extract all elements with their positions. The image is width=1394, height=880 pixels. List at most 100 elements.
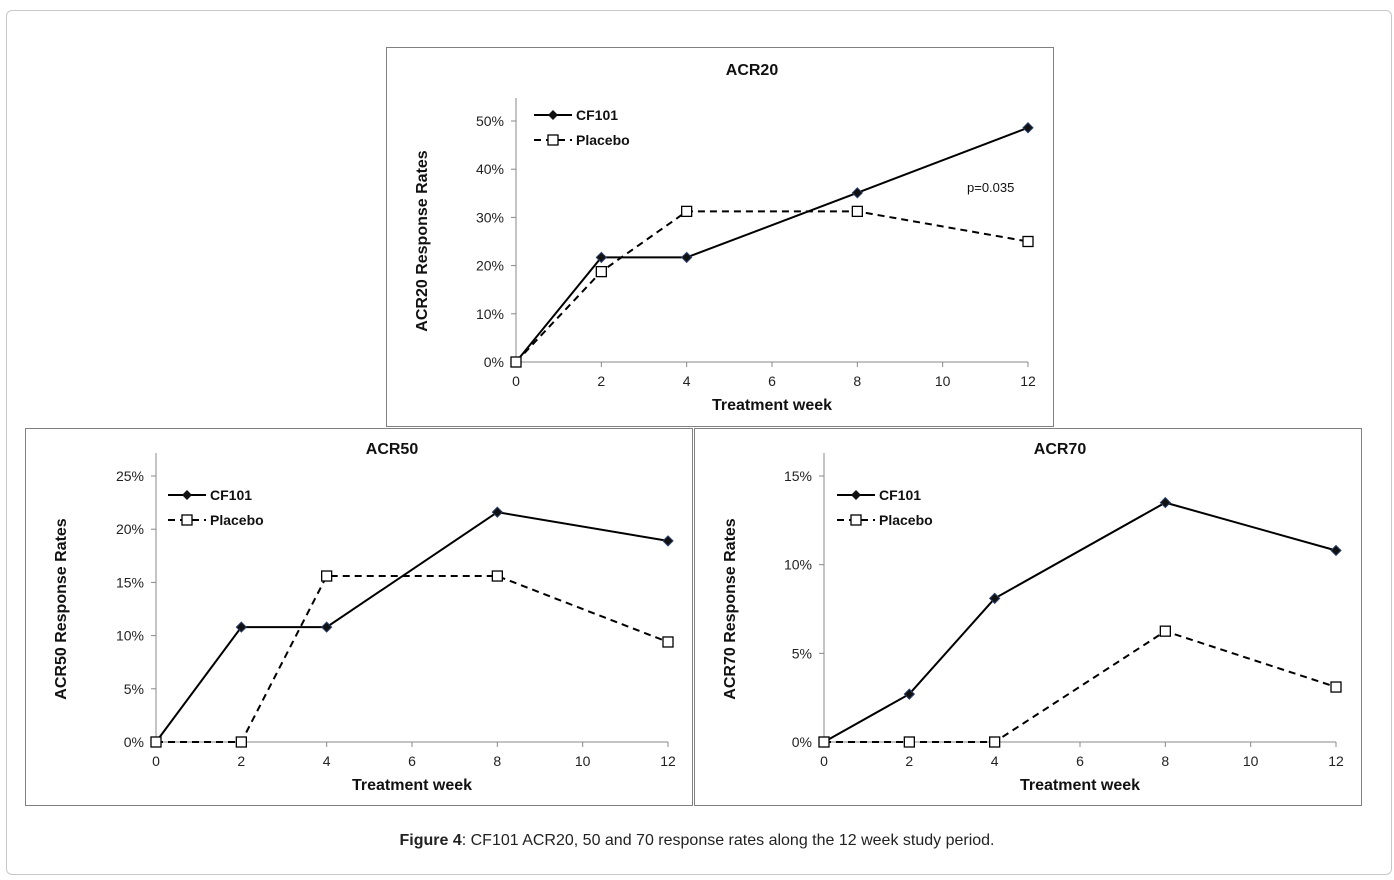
acr70-legend-marker — [850, 514, 862, 526]
acr70-y-tick-label: 15% — [784, 468, 812, 484]
acr70-x-axis-label: Treatment week — [1020, 777, 1140, 794]
acr70-chart: ACR70 0% 5% 10% 15% 0 2 4 6 8 10 12 Treatment week AC… — [722, 441, 1344, 794]
acr70-placebo-series-line — [824, 630, 1337, 743]
acr20-cf101-series-point — [851, 187, 864, 199]
acr50-placebo-series-point — [150, 736, 162, 748]
figure-caption-label: Figure 4 — [399, 832, 462, 849]
acr50-x-tick-label: 4 — [323, 753, 331, 769]
acr50-x-tick-label: 12 — [660, 753, 676, 769]
acr70-x-tick-label: 4 — [991, 753, 999, 769]
figure-caption-text: : CF101 ACR20, 50 and 70 response rates … — [461, 832, 995, 849]
acr50-x-tick-label: 6 — [408, 753, 416, 769]
acr50-x-tick-label: 8 — [493, 753, 501, 769]
acr20-cf101-series-line — [515, 126, 1029, 363]
acr50-y-tick-label: 0% — [124, 734, 144, 750]
acr20-legend-marker — [548, 110, 558, 120]
acr20-y-tick-label: 30% — [476, 209, 504, 225]
acr20-x-tick-label: 10 — [935, 373, 951, 389]
acr20-y-tick-label: 40% — [476, 161, 504, 177]
acr50-cf101-series-point — [320, 621, 333, 633]
acr50-x-tick-label: 2 — [237, 753, 245, 769]
acr20-y-tick-label: 0% — [484, 354, 504, 370]
acr20-chart: ACR20 0% 10% 20% 30% 40% 50% 0 2 4 6 8 10 12 Treatment… — [414, 62, 1036, 414]
acr70-legend-label: Placebo — [879, 512, 933, 528]
acr20-x-tick-label: 12 — [1020, 373, 1036, 389]
acr70-x-tick-label: 6 — [1076, 753, 1084, 769]
acr70-placebo-series-point — [1159, 625, 1171, 637]
acr70-cf101-series-point — [988, 592, 1001, 605]
acr20-placebo-series-line — [515, 210, 1029, 363]
acr70-chart-panel: ACR70 0% 5% 10% 15% 0 2 4 6 8 10 12 Treatment week AC… — [694, 428, 1362, 806]
acr50-placebo-series-point — [662, 636, 674, 648]
acr70-cf101-series-point — [1159, 496, 1172, 509]
acr20-x-tick-label: 6 — [768, 373, 776, 389]
acr70-legend-label: CF101 — [879, 487, 921, 503]
figure-frame — [6, 10, 1392, 875]
acr20-legend-label: Placebo — [576, 132, 630, 148]
acr70-x-tick-label: 12 — [1328, 753, 1344, 769]
acr70-cf101-series-line — [823, 501, 1337, 743]
acr20-title: ACR20 — [726, 62, 779, 79]
acr70-placebo-series-point — [903, 736, 915, 748]
acr70-y-tick-label: 5% — [792, 645, 812, 661]
acr20-x-axis-label: Treatment week — [712, 397, 832, 414]
acr50-placebo-series-line — [156, 575, 669, 743]
acr20-placebo-series-point — [510, 356, 522, 368]
acr20-cf101-series-point — [1022, 122, 1034, 134]
acr50-cf101-series-line — [155, 511, 669, 743]
acr20-x-tick-label: 8 — [853, 373, 861, 389]
acr50-chart-panel: ACR50 0% 5% 10% 15% 20% 25% 0 2 4 6 8 10 12 Treatment … — [25, 428, 693, 806]
acr70-x-tick-label: 8 — [1161, 753, 1169, 769]
acr50-x-tick-label: 0 — [152, 753, 160, 769]
acr50-y-tick-label: 15% — [116, 574, 144, 590]
acr20-cf101-series-point — [680, 251, 693, 264]
acr50-chart: ACR50 0% 5% 10% 15% 20% 25% 0 2 4 6 8 10 12 Treatment … — [53, 441, 676, 794]
acr20-y-tick-label: 10% — [476, 306, 504, 322]
acr70-y-tick-label: 10% — [784, 557, 812, 573]
acr70-cf101-series-point — [1330, 544, 1342, 557]
acr70-placebo-series-point — [989, 736, 1001, 748]
acr20-x-tick-label: 4 — [683, 373, 691, 389]
acr50-legend-marker — [182, 490, 192, 500]
acr20-y-axis-label: ACR20 Response Rates — [414, 150, 431, 332]
acr50-x-axis-label: Treatment week — [352, 777, 472, 794]
acr50-cf101-series-point — [491, 506, 504, 518]
acr70-legend-marker — [851, 490, 861, 500]
acr70-x-tick-label: 10 — [1243, 753, 1259, 769]
acr70-placebo-series-point — [818, 736, 830, 748]
acr50-y-tick-label: 20% — [116, 521, 144, 537]
acr70-y-tick-label: 0% — [792, 734, 812, 750]
acr20-placebo-series-point — [595, 265, 607, 278]
acr20-chart-panel: ACR20 0% 10% 20% 30% 40% 50% 0 2 4 6 8 10 12 Treatment… — [386, 47, 1054, 427]
acr20-p-value-annotation: p=0.035 — [967, 180, 1014, 195]
acr50-legend-marker — [181, 514, 193, 526]
acr50-cf101-series-point — [235, 621, 248, 633]
acr20-legend-label: CF101 — [576, 107, 618, 123]
acr20-x-tick-label: 2 — [597, 373, 605, 389]
acr20-legend-marker — [547, 134, 559, 146]
acr70-placebo-series-point — [1330, 681, 1342, 693]
acr50-title: ACR50 — [366, 441, 419, 458]
acr50-placebo-series-point — [491, 570, 503, 582]
acr20-placebo-series-point — [1022, 235, 1034, 248]
figure-caption: Figure 4: CF101 ACR20, 50 and 70 respons… — [0, 832, 1394, 850]
acr20-x-tick-label: 0 — [512, 373, 520, 389]
acr70-x-tick-label: 0 — [820, 753, 828, 769]
acr50-y-tick-label: 25% — [116, 468, 144, 484]
acr20-placebo-series-point — [681, 205, 693, 218]
acr70-x-tick-label: 2 — [905, 753, 913, 769]
acr70-cf101-series-point — [903, 688, 916, 700]
acr50-cf101-series-point — [662, 535, 674, 547]
acr20-cf101-series-point — [595, 251, 608, 264]
acr50-placebo-series-point — [321, 570, 333, 582]
acr20-y-tick-label: 20% — [476, 258, 504, 274]
acr50-placebo-series-point — [235, 736, 247, 748]
acr70-y-axis-label: ACR70 Response Rates — [722, 518, 739, 700]
acr50-legend-label: CF101 — [210, 487, 252, 503]
acr50-y-axis-label: ACR50 Response Rates — [53, 518, 70, 700]
acr20-y-tick-label: 50% — [476, 113, 504, 129]
acr70-title: ACR70 — [1034, 441, 1087, 458]
acr50-y-tick-label: 5% — [124, 681, 144, 697]
acr50-x-tick-label: 10 — [575, 753, 591, 769]
acr50-y-tick-label: 10% — [116, 628, 144, 644]
